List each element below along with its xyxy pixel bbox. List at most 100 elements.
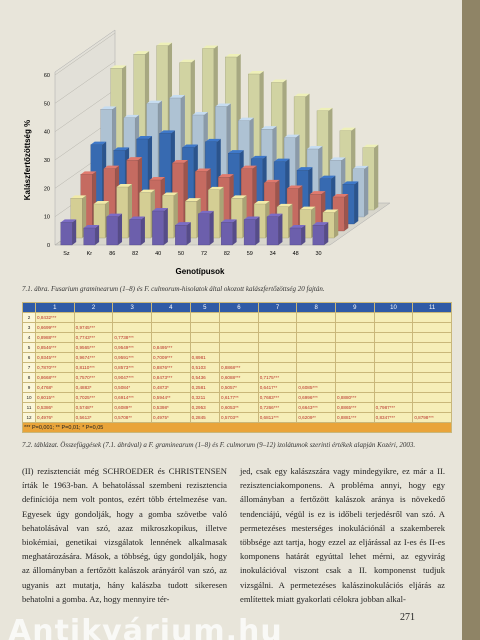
table-cell: 0,6996*** [296,392,336,403]
column-header: 6 [219,302,259,313]
bar-top [248,71,264,74]
bar-top [198,210,214,214]
table-cell: 0,6811*** [257,412,298,423]
table-cell: 0,9047*** [112,372,152,383]
table-cell: 0,7743*** [73,332,114,343]
table-row: 5 0,8546*** 0,9565*** 0,9549*** 0,8495*** [22,342,452,353]
x-tick-label: Kr [87,251,93,257]
y-tick-label: 10 [44,215,50,221]
bar-top [129,216,145,220]
table-cell: 0,8868*** [219,362,259,373]
row-label: 8 [22,372,36,383]
table-cell: 0,6417** [257,382,298,393]
bar-side [374,144,379,210]
table-cell: 0,9591*** [112,352,152,363]
bar [299,209,312,239]
bar-top [244,216,260,220]
empty-cell [412,312,452,323]
column-header: 9 [335,302,375,313]
table-cell: 0,9674*** [73,352,114,363]
table-cell: 0,6085*** [296,382,336,393]
bar-top [208,186,224,190]
table-row: 10 0,6015** 0,7025*** 0,6914*** 0,5944** 0,32… [22,392,452,403]
figure-caption: 7.1. ábra. Fusarium graminearum (1–8) és… [22,285,325,293]
bar-top [192,112,208,115]
bar-top [284,134,300,138]
bar-top [215,103,231,107]
empty-cell [373,312,414,323]
table-cell: 0,9745*** [73,322,114,333]
bar-top [110,65,127,69]
bar-top [100,106,117,110]
table-cell: 0,8473*** [150,372,191,383]
row-label: 12 [22,412,36,423]
bar-top [309,191,326,195]
bar-top [218,174,234,178]
bar-top [296,167,313,171]
bar-top [149,177,165,180]
bar [83,227,96,246]
bar-top [146,100,163,104]
empty-cell [257,322,298,333]
x-axis-label: Genotípusok [176,267,225,276]
table-legend: *** P=0,001; ** P=0,01; * P=0,05 [22,422,452,433]
empty-cell [373,362,414,373]
table-row: 7 0,7870*** 0,8110*** 0,8573*** 0,8876*** 0,5… [22,362,452,373]
bar-top [352,165,369,169]
row-label: 6 [22,352,36,363]
bar [198,213,210,246]
table-cell: 0,8347*** [373,412,414,423]
table-row: 3 0,6699*** 0,9745*** [22,322,452,333]
table-cell: 0,6089** [112,402,152,413]
y-axis-label: Kalászfertőzöttség % [23,120,32,200]
bar-top [241,165,257,169]
grid-line [54,32,116,76]
row-label: 11 [22,402,36,413]
table-cell: 0,5084* [112,382,152,393]
bar-top [316,107,333,111]
table-cell: 0,7738*** [112,332,152,343]
y-tick-label: 40 [44,130,50,136]
bar-top [60,219,77,223]
x-tick-label: 82 [224,251,230,257]
row-label: 2 [22,312,36,323]
column-header: 11 [412,302,452,313]
bar [116,186,129,239]
bar-top [159,130,175,134]
bar-top [319,175,336,179]
table-cell: 0,2845 [189,412,221,423]
column-header: 5 [189,302,221,313]
bar-top [202,45,218,49]
bar-side [209,210,214,245]
bar-top [139,189,155,193]
table-cell: 0,9565*** [73,342,114,353]
bar-top [83,225,100,228]
bar-top [175,222,191,226]
bar [60,222,73,246]
empty-cell [335,342,375,353]
bar-top [116,184,133,187]
empty-cell [219,322,259,333]
y-tick-label: 0 [47,243,50,249]
table-cell: 0,4883* [73,382,114,393]
table-cell: 0,6209** [296,412,336,423]
y-tick-label: 20 [44,186,50,192]
body-column: (II) rezisztenciát még SCHROEDER és CHRI… [22,466,227,604]
table-cell: 0,5436 [189,372,221,383]
table-cell: 0,7175*** [257,372,298,383]
bar-top [274,158,290,162]
x-tick-label: Sz [63,251,70,257]
table-cell: 0,5386* [35,402,75,413]
empty-cell [373,322,414,333]
bar-top [152,208,168,211]
bar-top [342,181,359,185]
page-number: 271 [400,612,415,623]
bar-side [95,225,100,245]
table-cell: 0,6015** [35,392,75,403]
bar-top [306,146,323,149]
bar-top [169,95,185,98]
table-row: 2 0,8432*** [22,312,452,323]
empty-cell [150,312,191,323]
empty-cell [150,332,191,343]
bar [230,198,243,239]
